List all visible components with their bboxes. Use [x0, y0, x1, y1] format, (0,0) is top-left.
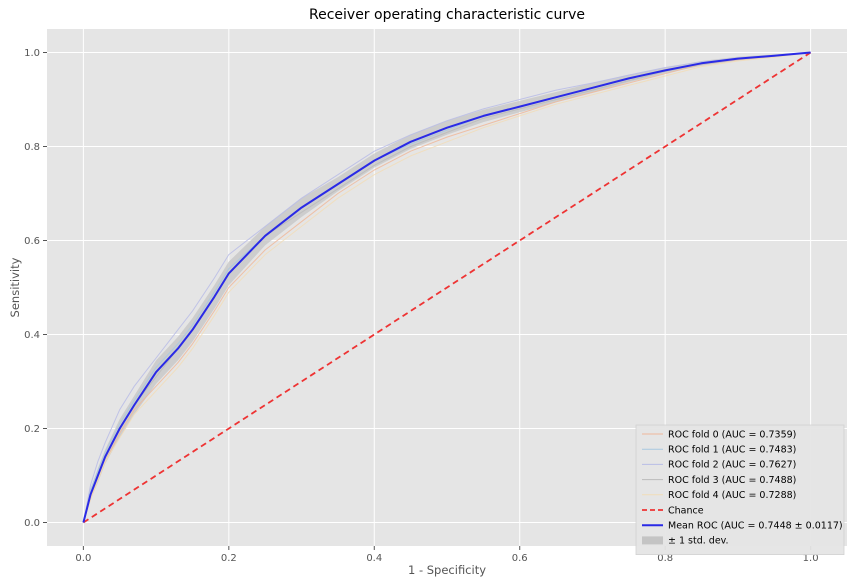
legend-label-7: ± 1 std. dev.: [668, 536, 729, 547]
x-tick-label-2: 0.4: [366, 553, 382, 564]
legend-label-4: ROC fold 4 (AUC = 0.7288): [668, 490, 796, 501]
series-line-0: [82, 52, 811, 523]
x-tick-label-5: 1.0: [803, 553, 819, 564]
x-tick-label-1: 0.2: [221, 553, 237, 564]
legend-label-3: ROC fold 3 (AUC = 0.7488): [668, 475, 796, 486]
chart-title: Receiver operating characteristic curve: [309, 7, 585, 23]
y-axis-label: Sensitivity: [8, 257, 22, 317]
series-line-5: [82, 51, 812, 524]
x-tick-label-4: 0.8: [657, 553, 673, 564]
x-tick-label-3: 0.6: [512, 553, 528, 564]
legend-label-5: Chance: [668, 505, 704, 516]
legend-label-1: ROC fold 1 (AUC = 0.7483): [668, 445, 796, 456]
series-line-4: [82, 52, 811, 523]
legend: ROC fold 0 (AUC = 0.7359) ROC fold 1 (AUC…: [635, 424, 845, 556]
y-tick-label-3: 0.6: [24, 236, 40, 247]
legend-box: [635, 424, 845, 556]
y-tick-label-2: 0.4: [24, 330, 40, 341]
y-tick-label-4: 0.8: [24, 142, 40, 153]
series-layer: [82, 51, 812, 524]
y-tick-label-1: 0.2: [24, 424, 40, 435]
legend-label-0: ROC fold 0 (AUC = 0.7359): [668, 429, 796, 440]
y-ticks: 0.0 0.2 0.4 0.6 0.8 1.0: [24, 48, 47, 529]
series-line-6: [82, 51, 811, 523]
legend-swatch-7: [642, 536, 663, 545]
legend-label-2: ROC fold 2 (AUC = 0.7627): [668, 460, 796, 471]
y-tick-label-5: 1.0: [24, 48, 40, 59]
legend-label-6: Mean ROC (AUC = 0.7448 ± 0.0117): [668, 521, 843, 532]
x-tick-label-0: 0.0: [75, 553, 91, 564]
x-axis-label: 1 - Specificity: [408, 563, 486, 577]
series-line-2: [82, 52, 811, 523]
y-tick-label-0: 0.0: [24, 518, 40, 529]
